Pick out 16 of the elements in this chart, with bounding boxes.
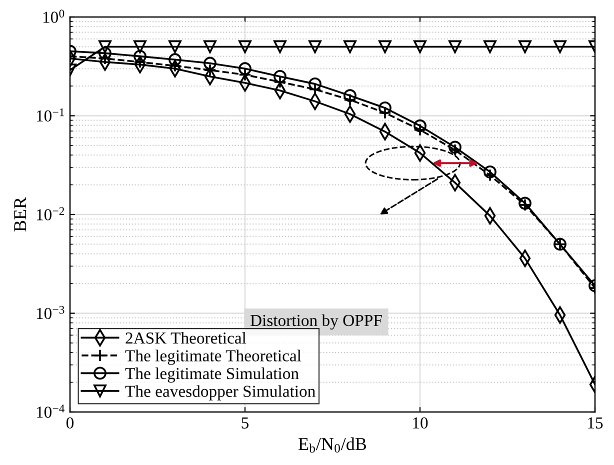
legend-label: 2ASK Theoretical <box>126 332 246 344</box>
x-tick-label: 0 <box>66 417 74 429</box>
y-tick-label: 10$^{−1}$ <box>36 108 64 122</box>
y-tick-label: 10$^{−2}$ <box>36 207 64 220</box>
legend-label: The legitimate Simulation <box>125 367 299 383</box>
annotation: Distortion by OPPF <box>250 314 382 330</box>
y-tick-label: 10$^{0}$ <box>43 10 64 23</box>
x-axis-title: E$_{b}$/N$_{0}$/dB <box>298 437 366 453</box>
legend-label: The eavesdopper Simulation <box>125 385 316 400</box>
x-tick-label: 5 <box>242 418 249 429</box>
legend-label: The legitimate Theoretical <box>125 350 302 365</box>
y-tick-label: 10$^{−3}$ <box>36 306 64 320</box>
y-axis-title: BER <box>14 196 26 232</box>
y-tick-label: 10$^{−4}$ <box>36 404 65 418</box>
x-tick-label: 15 <box>588 417 603 429</box>
x-tick-label: 10 <box>413 417 428 429</box>
